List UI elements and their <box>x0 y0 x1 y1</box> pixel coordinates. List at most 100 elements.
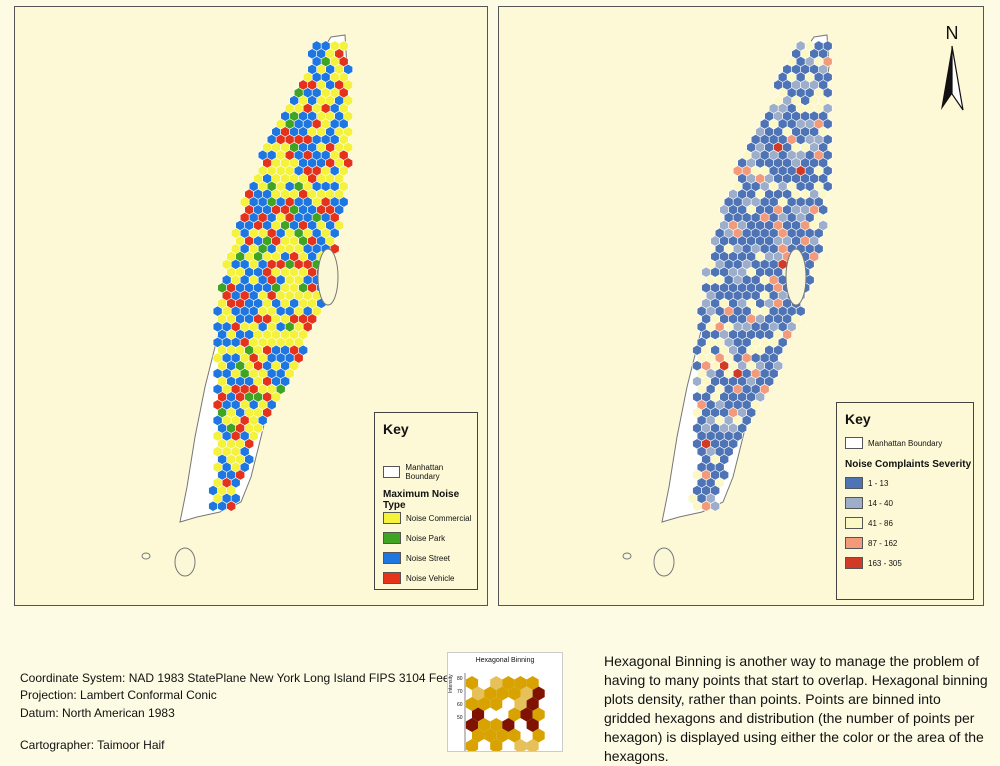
inset-hex <box>490 697 503 711</box>
legend-label: 87 - 162 <box>868 538 898 548</box>
inset-hex <box>465 739 479 751</box>
description-text: Hexagonal Binning is another way to mana… <box>604 653 988 764</box>
legend-label: 41 - 86 <box>868 518 893 528</box>
legend-severity: Key Manhattan Boundary Noise Complaints … <box>836 402 974 600</box>
map-panel-noise-type: Key Manhattan Boundary Maximum Noise Typ… <box>14 6 488 606</box>
inset-hex <box>520 686 533 701</box>
legend-swatch <box>845 477 863 489</box>
inset-hex <box>508 686 521 701</box>
inset-hex <box>465 676 479 690</box>
manhattan-map-noise-type <box>141 34 353 577</box>
projection-text: Projection: Lambert Conformal Conic <box>20 688 217 702</box>
legend-label: Noise Vehicle <box>406 573 455 583</box>
manhattan-map-severity <box>622 34 833 577</box>
inset-tick: 70 <box>457 689 463 695</box>
datum-text: Datum: North American 1983 <box>20 706 175 720</box>
legend-item: Noise Commercial <box>383 512 471 524</box>
boundary-swatch <box>845 437 863 449</box>
north-arrow-icon <box>941 45 964 111</box>
legend-item: Noise Park <box>383 532 445 544</box>
cartographer-text: Cartographer: Taimoor Haif <box>20 738 165 752</box>
legend-swatch <box>845 557 863 569</box>
inset-hex <box>465 697 479 711</box>
legend-subtitle: Noise Complaints Severity <box>845 459 972 470</box>
inset-hex <box>502 676 515 690</box>
inset-hex <box>478 718 491 732</box>
inset-hex <box>526 739 539 751</box>
inset-hex <box>532 728 545 743</box>
inset-hex-plot <box>464 673 545 751</box>
legend-item: Noise Vehicle <box>383 572 454 584</box>
island-roosevelt <box>317 248 339 306</box>
island-small <box>141 552 151 560</box>
island-governors <box>653 547 675 577</box>
inset-hex <box>532 686 545 701</box>
inset-hex <box>490 739 503 751</box>
legend-label: Noise Park <box>406 533 446 543</box>
legend-swatch <box>383 532 401 544</box>
map-panel-severity: N Key Manhattan Boundary Noise Complaint… <box>498 6 984 606</box>
legend-item: 87 - 162 <box>845 537 897 549</box>
hex-bin <box>217 500 227 512</box>
hex-bin <box>226 500 236 512</box>
legend-swatch <box>383 572 401 584</box>
legend-item: 14 - 40 <box>845 497 893 509</box>
inset-tick: 60 <box>457 702 463 708</box>
island-governors <box>174 547 196 577</box>
legend-item: Noise Street <box>383 552 450 564</box>
hexbin-inset-image: Hexagonal Binning Intensity 80 70 60 50 <box>447 652 563 752</box>
legend-label: 14 - 40 <box>868 498 893 508</box>
legend-noise-type: Key Manhattan Boundary Maximum Noise Typ… <box>374 412 478 590</box>
boundary-label: Manhattan Boundary <box>405 463 444 481</box>
legend-title: Key <box>845 411 871 427</box>
island-small <box>622 552 632 560</box>
legend-boundary: Manhattan Boundary <box>383 463 477 481</box>
inset-hex <box>508 707 521 722</box>
inset-hex <box>520 707 533 722</box>
legend-item: 1 - 13 <box>845 477 888 489</box>
legend-label: Noise Street <box>406 553 451 563</box>
legend-swatch <box>383 512 401 524</box>
inset-hex <box>514 739 527 751</box>
legend-item: 163 - 305 <box>845 557 902 569</box>
north-arrow-label: N <box>945 23 959 43</box>
legend-swatch <box>845 497 863 509</box>
inset-hex <box>484 728 497 743</box>
coordinate-system-text: Coordinate System: NAD 1983 StatePlane N… <box>20 671 453 685</box>
inset-hex <box>532 707 545 722</box>
boundary-swatch <box>383 466 401 478</box>
legend-swatch <box>845 517 863 529</box>
inset-hex <box>478 697 491 711</box>
inset-title: Hexagonal Binning <box>475 657 535 664</box>
hex-bin <box>710 500 720 512</box>
inset-hex <box>514 697 527 711</box>
legend-item: 41 - 86 <box>845 517 893 529</box>
legend-boundary: Manhattan Boundary <box>845 437 942 449</box>
hex-bin <box>208 500 218 512</box>
boundary-label: Manhattan Boundary <box>868 438 943 448</box>
legend-swatch <box>383 552 401 564</box>
inset-hex <box>526 676 539 690</box>
inset-tick: 80 <box>457 676 463 682</box>
legend-swatch <box>845 537 863 549</box>
inset-hex <box>472 707 485 722</box>
inset-hex <box>490 718 503 732</box>
legend-label: 1 - 13 <box>868 478 889 488</box>
inset-hex <box>526 718 539 732</box>
hex-bin <box>692 500 702 512</box>
legend-subtitle: Maximum Noise Type <box>383 489 460 511</box>
north-arrow: N <box>937 23 967 119</box>
inset-tick: 50 <box>457 715 463 721</box>
hex-bin <box>701 500 711 512</box>
legend-title: Key <box>383 421 409 437</box>
inset-hex <box>472 686 485 701</box>
legend-label: Noise Commercial <box>406 513 472 523</box>
inset-hex <box>472 728 485 743</box>
inset-hex <box>465 718 479 732</box>
inset-hex <box>496 686 509 701</box>
inset-hex <box>490 676 503 690</box>
inset-hex <box>526 697 539 711</box>
inset-ticks: 80 70 60 50 <box>457 673 463 725</box>
inset-hex <box>502 718 515 732</box>
inset-hex <box>496 728 509 743</box>
